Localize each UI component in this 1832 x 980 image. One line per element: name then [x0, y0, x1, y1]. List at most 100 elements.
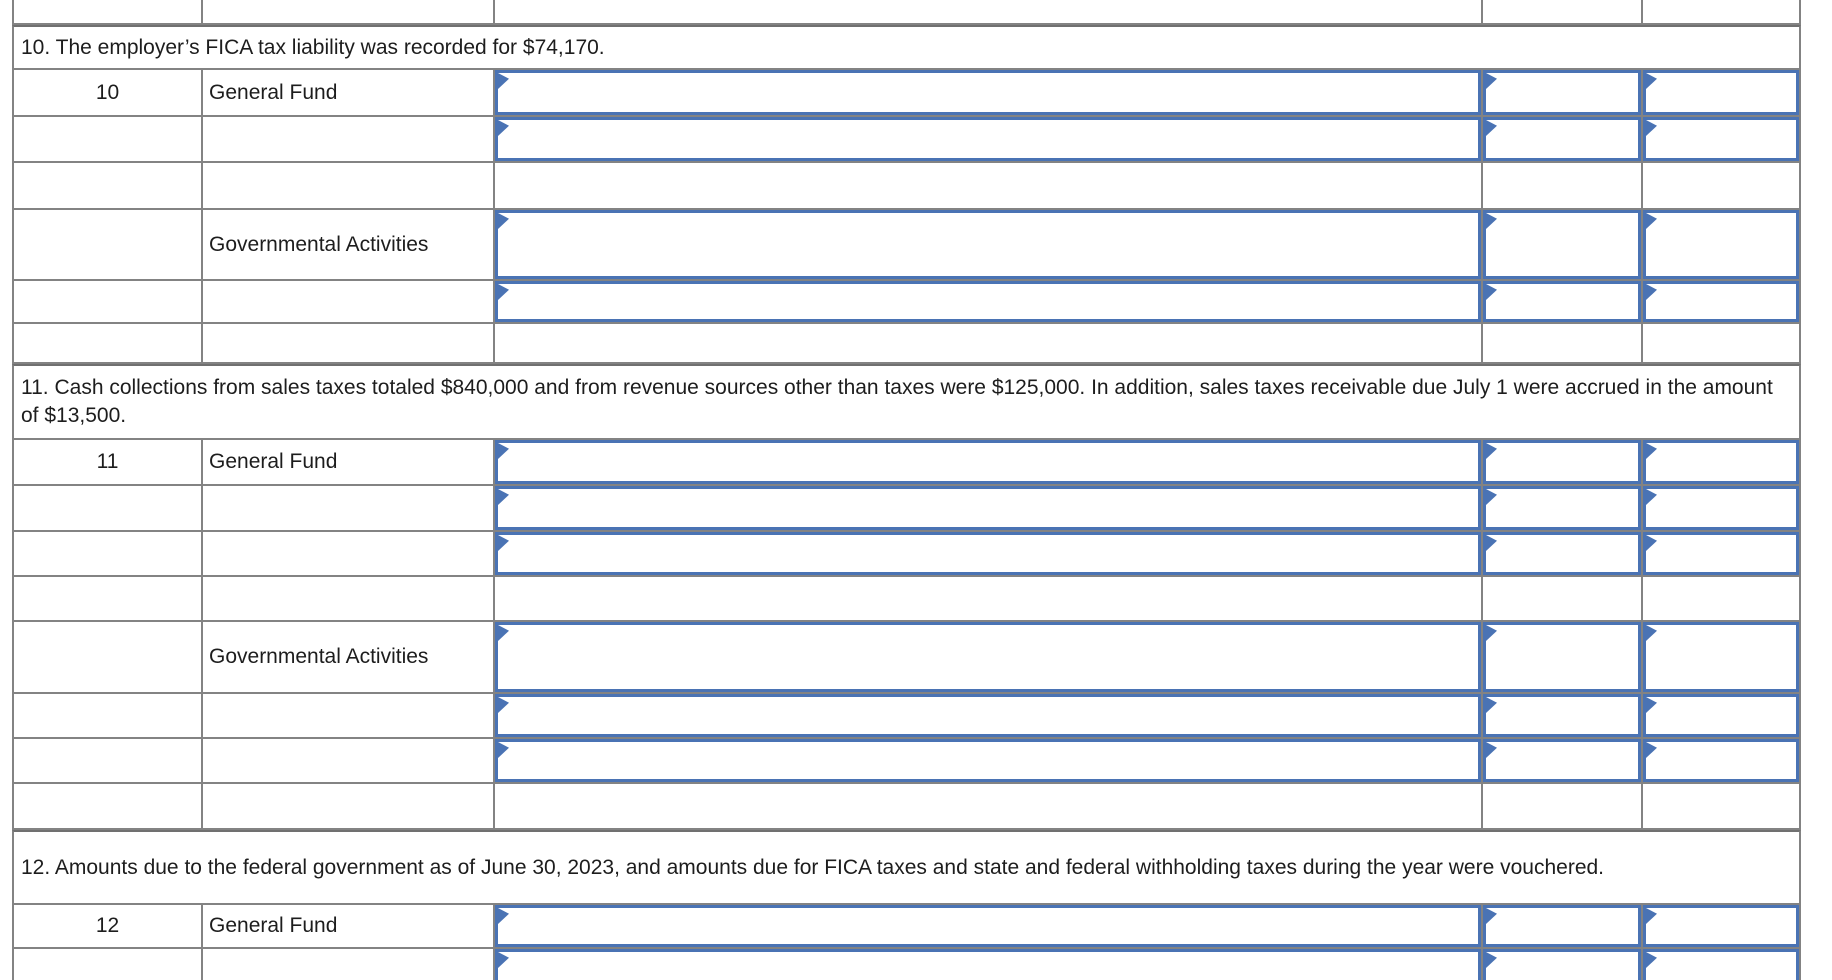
account-title-cell — [495, 210, 1483, 279]
account-input-cell[interactable] — [495, 281, 1481, 322]
journal-entry-row: Governmental Activities — [12, 210, 1801, 281]
debit-input-cell[interactable] — [1483, 70, 1641, 115]
credit-cell — [1643, 784, 1801, 828]
spacer-row — [12, 577, 1801, 622]
debit-input-cell[interactable] — [1483, 739, 1641, 782]
spacer-row — [12, 784, 1801, 830]
account-title-cell — [495, 281, 1483, 322]
fund-cell: General Fund — [203, 70, 495, 115]
transaction-number-cell — [12, 210, 203, 279]
cell-prompt-triangle-icon — [498, 625, 509, 641]
cell-prompt-triangle-icon — [1486, 625, 1497, 641]
transaction-number-cell — [12, 532, 203, 575]
debit-input-cell[interactable] — [1483, 694, 1641, 737]
account-input-cell[interactable] — [495, 70, 1481, 115]
credit-input-cell[interactable] — [1643, 486, 1799, 530]
account-title-cell — [495, 70, 1483, 115]
account-input-cell[interactable] — [495, 210, 1481, 279]
credit-cell — [1643, 281, 1801, 322]
fund-cell — [203, 117, 495, 161]
account-title-cell — [495, 905, 1483, 947]
cell-prompt-triangle-icon — [1486, 697, 1497, 713]
fund-cell: General Fund — [203, 905, 495, 947]
credit-cell — [1643, 210, 1801, 279]
credit-input-cell[interactable] — [1643, 281, 1799, 322]
cell-prompt-triangle-icon — [1646, 952, 1657, 968]
cell-prompt-triangle-icon — [1646, 625, 1657, 641]
account-input-cell[interactable] — [495, 440, 1481, 484]
spacer-row — [12, 0, 1801, 25]
account-input-cell[interactable] — [495, 949, 1481, 980]
credit-input-cell[interactable] — [1643, 949, 1799, 980]
debit-input-cell[interactable] — [1483, 210, 1641, 279]
transaction-number-cell — [12, 622, 203, 692]
credit-cell — [1643, 324, 1801, 362]
fund-cell — [203, 163, 495, 208]
debit-input-cell[interactable] — [1483, 532, 1641, 575]
credit-cell — [1643, 577, 1801, 620]
journal-entry-row — [12, 739, 1801, 784]
fund-cell — [203, 486, 495, 530]
account-title-cell — [495, 117, 1483, 161]
credit-input-cell[interactable] — [1643, 440, 1799, 484]
fund-cell — [203, 694, 495, 737]
fund-cell: Governmental Activities — [203, 210, 495, 279]
journal-entry-row: 11 General Fund — [12, 440, 1801, 486]
debit-input-cell[interactable] — [1483, 440, 1641, 484]
cell-prompt-triangle-icon — [1646, 120, 1657, 136]
credit-input-cell[interactable] — [1643, 532, 1799, 575]
credit-cell — [1643, 739, 1801, 782]
account-title-cell — [495, 532, 1483, 575]
debit-cell — [1483, 440, 1643, 484]
debit-cell — [1483, 577, 1643, 620]
account-input-cell[interactable] — [495, 905, 1481, 947]
fund-cell — [203, 0, 495, 23]
account-input-cell[interactable] — [495, 694, 1481, 737]
credit-input-cell[interactable] — [1643, 739, 1799, 782]
journal-entry-row — [12, 694, 1801, 739]
credit-input-cell[interactable] — [1643, 694, 1799, 737]
debit-input-cell[interactable] — [1483, 281, 1641, 322]
debit-input-cell[interactable] — [1483, 622, 1641, 692]
account-input-cell[interactable] — [495, 739, 1481, 782]
transaction-number-cell: 10 — [12, 70, 203, 115]
cell-prompt-triangle-icon — [1646, 443, 1657, 459]
debit-cell — [1483, 324, 1643, 362]
cell-prompt-triangle-icon — [498, 697, 509, 713]
account-input-cell[interactable] — [495, 486, 1481, 530]
credit-input-cell[interactable] — [1643, 117, 1799, 161]
cell-prompt-triangle-icon — [1646, 213, 1657, 229]
debit-cell — [1483, 784, 1643, 828]
debit-input-cell[interactable] — [1483, 905, 1641, 947]
account-input-cell[interactable] — [495, 532, 1481, 575]
credit-cell — [1643, 440, 1801, 484]
transaction-number-cell — [12, 281, 203, 322]
debit-input-cell[interactable] — [1483, 486, 1641, 530]
journal-entry-row — [12, 281, 1801, 324]
account-input-cell[interactable] — [495, 622, 1481, 692]
cell-prompt-triangle-icon — [498, 73, 509, 89]
account-input-cell[interactable] — [495, 117, 1481, 161]
debit-input-cell[interactable] — [1483, 117, 1641, 161]
cell-prompt-triangle-icon — [1486, 213, 1497, 229]
credit-input-cell[interactable] — [1643, 210, 1799, 279]
debit-input-cell[interactable] — [1483, 949, 1641, 980]
credit-input-cell[interactable] — [1643, 70, 1799, 115]
account-title-cell — [495, 324, 1483, 362]
cell-prompt-triangle-icon — [498, 742, 509, 758]
cell-prompt-triangle-icon — [1646, 697, 1657, 713]
cell-prompt-triangle-icon — [498, 213, 509, 229]
credit-cell — [1643, 622, 1801, 692]
cell-prompt-triangle-icon — [1646, 742, 1657, 758]
debit-cell — [1483, 739, 1643, 782]
credit-input-cell[interactable] — [1643, 905, 1799, 947]
transaction-number-cell — [12, 117, 203, 161]
debit-cell — [1483, 163, 1643, 208]
credit-input-cell[interactable] — [1643, 622, 1799, 692]
account-title-cell — [495, 784, 1483, 828]
account-title-cell — [495, 739, 1483, 782]
cell-prompt-triangle-icon — [1486, 535, 1497, 551]
credit-cell — [1643, 117, 1801, 161]
credit-cell — [1643, 905, 1801, 947]
